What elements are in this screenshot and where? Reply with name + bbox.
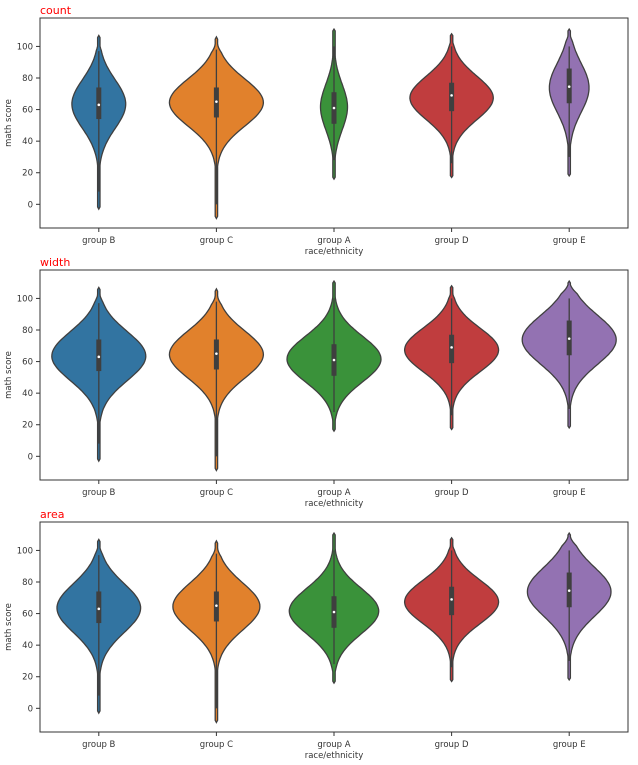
x-tick-label: group C	[200, 740, 233, 750]
x-tick-label: group A	[317, 488, 350, 498]
iqr-box	[449, 334, 455, 364]
y-tick-label: 20	[22, 673, 33, 683]
y-tick-label: 60	[22, 106, 33, 116]
median-point	[215, 604, 218, 607]
subplot-area: area group B group C group A group D group E 0…	[4, 508, 629, 761]
x-tick-label: group D	[435, 740, 469, 750]
y-tick-label: 100	[17, 546, 33, 556]
axes-frame	[39, 521, 629, 733]
x-tick-label: group C	[200, 488, 233, 498]
y-tick-label: 40	[22, 137, 33, 147]
median-point	[215, 352, 218, 355]
x-axis-label: race/ethnicity	[305, 247, 364, 257]
x-tick-label: group E	[553, 236, 586, 246]
subplot-title: area	[40, 508, 65, 521]
x-tick-label: group E	[553, 488, 586, 498]
median-point	[450, 346, 453, 349]
median-point	[567, 589, 571, 592]
y-axis-label: math score	[4, 603, 14, 651]
y-tick-label: 20	[22, 169, 33, 179]
x-axis-label: race/ethnicity	[305, 499, 364, 509]
y-tick-label: 0	[28, 704, 33, 714]
median-point	[450, 94, 453, 97]
y-tick-label: 80	[22, 74, 33, 84]
y-axis-label: math score	[4, 351, 14, 399]
iqr-box	[449, 82, 455, 112]
y-tick-label: 100	[17, 42, 33, 52]
y-tick-label: 40	[22, 641, 33, 651]
iqr-box	[96, 87, 102, 120]
y-tick-label: 80	[22, 326, 33, 336]
y-tick-label: 60	[22, 610, 33, 620]
y-axis-label: math score	[4, 99, 14, 147]
y-tick-label: 0	[28, 452, 33, 462]
x-tick-label: group B	[82, 236, 115, 246]
x-tick-label: group A	[317, 236, 350, 246]
x-axis-label: race/ethnicity	[305, 751, 364, 761]
x-tick-label: group B	[82, 740, 115, 750]
median-point	[97, 607, 101, 611]
y-tick-label: 40	[22, 389, 33, 399]
iqr-box	[449, 586, 455, 616]
x-tick-label: group D	[435, 236, 469, 246]
y-tick-label: 80	[22, 578, 33, 588]
median-point	[97, 103, 101, 107]
median-point	[567, 337, 571, 340]
x-tick-label: group B	[82, 488, 115, 498]
axes-frame	[39, 17, 629, 229]
subplot-width: width group B group C group A group D group E…	[4, 256, 629, 509]
iqr-box	[96, 591, 102, 624]
x-tick-label: group A	[317, 740, 350, 750]
y-tick-label: 100	[17, 294, 33, 304]
median-point	[97, 355, 101, 359]
median-point	[332, 610, 336, 614]
median-point	[450, 598, 453, 601]
subplot-title: width	[40, 256, 70, 269]
median-point	[332, 358, 336, 362]
iqr-box	[96, 339, 102, 372]
median-point	[332, 106, 336, 110]
y-tick-label: 0	[28, 200, 33, 210]
axes-frame	[39, 269, 629, 481]
x-tick-label: group D	[435, 488, 469, 498]
y-tick-label: 20	[22, 421, 33, 431]
x-tick-label: group E	[553, 740, 586, 750]
y-tick-label: 60	[22, 358, 33, 368]
median-point	[567, 85, 571, 88]
x-tick-label: group C	[200, 236, 233, 246]
subplot-count: count group B group C group A group D group E…	[4, 4, 629, 257]
median-point	[215, 100, 218, 103]
subplot-title: count	[40, 4, 72, 17]
